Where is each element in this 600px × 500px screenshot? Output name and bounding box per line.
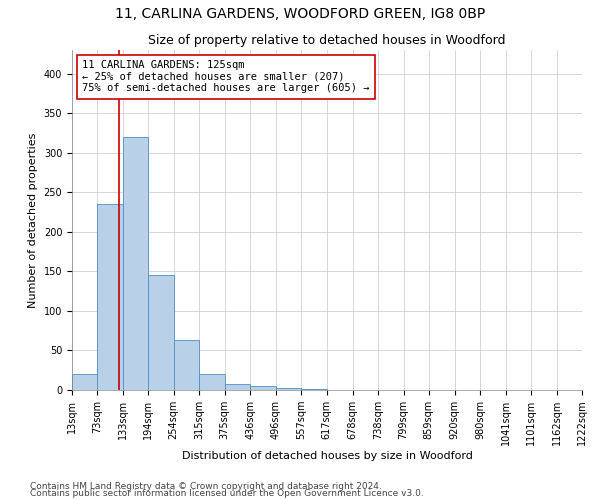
Text: Contains public sector information licensed under the Open Government Licence v3: Contains public sector information licen… <box>30 490 424 498</box>
Bar <box>301 389 327 390</box>
Bar <box>72 374 97 390</box>
Bar <box>250 386 276 390</box>
Title: Size of property relative to detached houses in Woodford: Size of property relative to detached ho… <box>148 34 506 48</box>
Text: 11, CARLINA GARDENS, WOODFORD GREEN, IG8 0BP: 11, CARLINA GARDENS, WOODFORD GREEN, IG8… <box>115 8 485 22</box>
Bar <box>276 388 301 390</box>
Bar <box>97 204 122 390</box>
Bar <box>199 374 225 390</box>
Bar <box>173 340 199 390</box>
X-axis label: Distribution of detached houses by size in Woodford: Distribution of detached houses by size … <box>182 451 472 461</box>
Bar <box>122 137 148 390</box>
Y-axis label: Number of detached properties: Number of detached properties <box>28 132 38 308</box>
Text: Contains HM Land Registry data © Crown copyright and database right 2024.: Contains HM Land Registry data © Crown c… <box>30 482 382 491</box>
Bar <box>148 276 173 390</box>
Text: 11 CARLINA GARDENS: 125sqm
← 25% of detached houses are smaller (207)
75% of sem: 11 CARLINA GARDENS: 125sqm ← 25% of deta… <box>82 60 370 94</box>
Bar <box>225 384 250 390</box>
